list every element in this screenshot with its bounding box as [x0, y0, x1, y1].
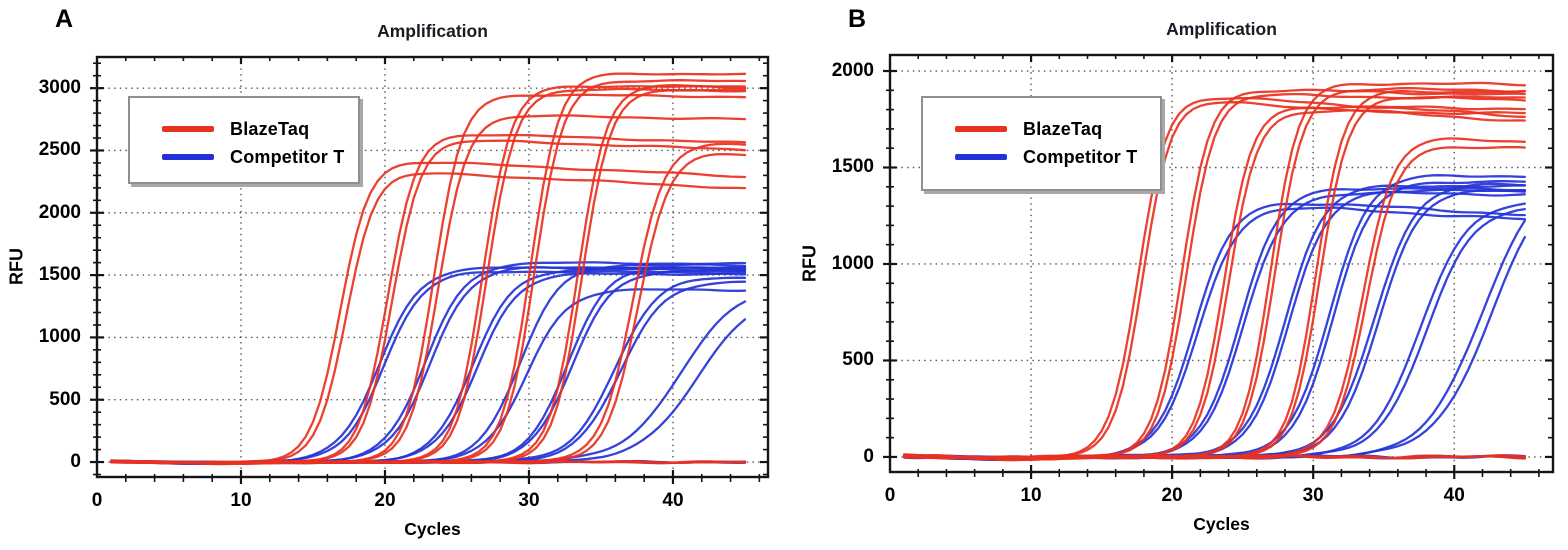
amplification-curves: [110, 72, 747, 466]
y-tick-label: 1000: [831, 252, 874, 274]
x-tick-label: 40: [1443, 485, 1465, 506]
x-tick-label: 10: [1020, 485, 1042, 506]
y-tick-label: 500: [49, 388, 81, 410]
legend-label-blazetaq: BlazeTaq: [1023, 118, 1103, 139]
y-tick-label: 2000: [38, 201, 81, 223]
blazetaq-curve: [902, 454, 1526, 461]
legend-label-competitor-t: Competitor T: [230, 146, 345, 167]
competitor-t-curve: [902, 202, 1526, 460]
competitor-t-line-swatch: [162, 154, 214, 160]
x-tick-label: 30: [518, 490, 540, 511]
blazetaq-line-swatch: [955, 126, 1007, 132]
competitor-t-curve: [902, 235, 1526, 462]
competitor-t-curve: [902, 202, 1526, 461]
panel-a-plot: [90, 55, 770, 484]
legend-label-competitor-t: Competitor T: [1023, 146, 1138, 167]
y-tick-label: 0: [863, 445, 874, 467]
competitor-t-curve: [902, 189, 1526, 461]
competitor-t-curve: [902, 190, 1526, 461]
y-tick-label: 2500: [38, 139, 81, 161]
y-tick-label: 3000: [38, 77, 81, 99]
competitor-t-line-swatch: [955, 154, 1007, 160]
panel-b-plot: [883, 53, 1555, 479]
competitor-t-curve: [902, 186, 1526, 461]
x-tick-label: 30: [1302, 485, 1324, 506]
competitor-t-curve: [902, 184, 1526, 460]
y-tick-label: 2000: [831, 60, 874, 82]
legend-item-blazetaq: BlazeTaq: [162, 115, 340, 143]
competitor-t-curve: [110, 261, 747, 465]
panel-a-legend: BlazeTaq Competitor T: [128, 96, 360, 184]
x-tick-label: 0: [91, 490, 103, 511]
legend-item-competitor-t: Competitor T: [955, 143, 1142, 171]
competitor-t-curve: [902, 182, 1526, 460]
y-tick-label: 0: [70, 451, 81, 473]
panel-b-label: B: [848, 5, 867, 33]
legend-item-competitor-t: Competitor T: [162, 143, 344, 171]
competitor-t-curve: [902, 188, 1526, 460]
legend-item-blazetaq: BlazeTaq: [955, 115, 1142, 143]
competitor-t-curve: [110, 300, 747, 464]
blazetaq-line-swatch: [162, 126, 214, 132]
x-tick-label: 20: [374, 490, 396, 511]
competitor-t-curve: [110, 263, 747, 465]
amplification-curves: [902, 81, 1526, 462]
panel-b-title: Amplification: [1166, 19, 1277, 39]
y-tick-label: 1500: [38, 264, 81, 286]
plot-frame: [95, 55, 770, 479]
y-tick-label: 1500: [831, 156, 874, 178]
panel-b-x-axis-label: Cycles: [1193, 514, 1250, 534]
panel-a-title: Amplification: [377, 21, 488, 41]
y-tick-label: 500: [842, 349, 874, 371]
y-tick-label: 1000: [38, 326, 81, 348]
blazetaq-curve: [110, 459, 747, 465]
x-tick-label: 20: [1161, 485, 1183, 506]
x-tick-label: 40: [662, 490, 684, 511]
x-tick-label: 10: [230, 490, 252, 511]
panel-a-label: A: [55, 5, 74, 33]
plot-frame: [888, 53, 1555, 474]
legend-label-blazetaq: BlazeTaq: [230, 118, 310, 139]
x-tick-label: 0: [884, 485, 896, 506]
panel-a-x-axis-label: Cycles: [404, 519, 461, 539]
panel-b-legend: BlazeTaq Competitor T: [921, 96, 1162, 191]
